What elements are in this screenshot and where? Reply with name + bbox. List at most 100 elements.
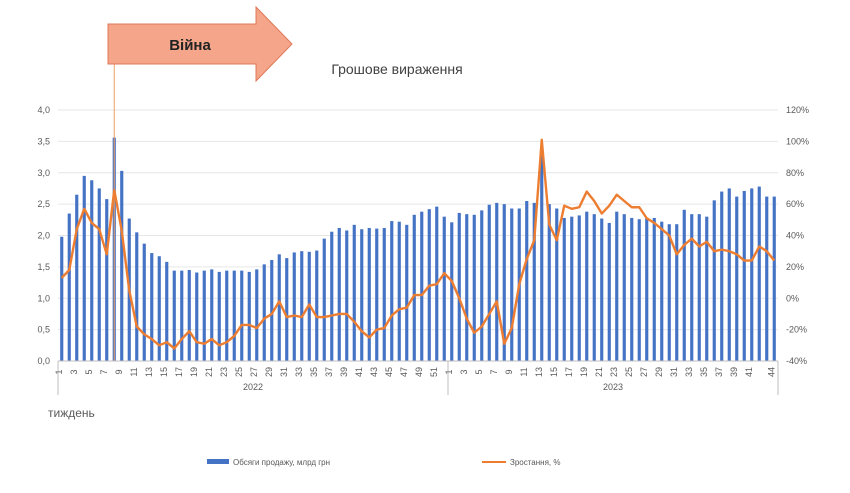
bar xyxy=(742,190,746,361)
x-tick-label: 19 xyxy=(189,367,199,377)
bar xyxy=(187,270,191,361)
x-tick-label: 43 xyxy=(369,367,379,377)
bar xyxy=(510,208,514,361)
bar xyxy=(577,215,581,361)
bar xyxy=(660,221,664,361)
bar xyxy=(652,217,656,361)
bar xyxy=(217,271,221,361)
bar xyxy=(97,188,101,361)
y-right-tick-label: -40% xyxy=(786,356,807,366)
bar xyxy=(525,200,529,361)
growth-line-series xyxy=(60,138,776,350)
y-right-tick-label: 100% xyxy=(786,136,809,146)
arrow-shape xyxy=(107,5,293,83)
bar xyxy=(67,213,71,361)
bar xyxy=(367,227,371,361)
bar xyxy=(210,269,214,361)
x-axis: 1 3 5 7 9 11 13 15 17 19 21 23 25 27 29 31 33 35 37 39 41 43 4… xyxy=(54,360,779,395)
bar xyxy=(405,224,409,361)
legend-bar-swatch xyxy=(207,459,229,464)
bar xyxy=(352,224,356,361)
y-right-tick-label: -20% xyxy=(786,325,807,335)
bar xyxy=(397,221,401,361)
arrow-label: Війна xyxy=(169,37,211,54)
x-tick-label: 11 xyxy=(129,367,139,376)
bar xyxy=(622,214,626,361)
x-tick-label: 29 xyxy=(654,367,664,377)
bar xyxy=(360,229,364,361)
bar xyxy=(345,230,349,361)
x-tick-label: 39 xyxy=(729,367,739,377)
left-axis-labels: 0,0 0,5 1,0 1,5 2,0 2,5 3,0 3,5 4,0 xyxy=(37,105,50,366)
bar xyxy=(585,211,589,361)
bar xyxy=(675,224,679,361)
x-tick-label: 11 xyxy=(519,367,529,376)
x-tick-label: 5 xyxy=(84,369,94,374)
x-tick-label: 3 xyxy=(459,369,469,374)
bar xyxy=(502,204,506,362)
y-right-tick-label: 20% xyxy=(786,262,804,272)
y-left-tick-label: 1,5 xyxy=(37,262,50,272)
bar xyxy=(75,194,79,361)
bar xyxy=(90,180,94,361)
bar xyxy=(532,202,536,361)
bar xyxy=(540,153,544,361)
bar xyxy=(412,214,416,361)
bar xyxy=(172,270,176,361)
bar xyxy=(330,231,334,361)
bar xyxy=(720,191,724,361)
x-tick-label: 27 xyxy=(639,367,649,377)
bar xyxy=(120,170,124,361)
x-tick-label: 7 xyxy=(489,369,499,374)
bar xyxy=(322,238,326,361)
bar xyxy=(757,186,761,361)
x-tick-label: 35 xyxy=(309,367,319,377)
x-tick-label: 15 xyxy=(159,367,169,377)
bar xyxy=(480,210,484,361)
x-tick-label: 41 xyxy=(744,367,754,377)
legend-bar-label: Обсяги продажу, млрд грн xyxy=(233,458,330,467)
x-tick-label: 7 xyxy=(99,369,109,374)
y-left-tick-label: 1,0 xyxy=(37,293,50,303)
bar xyxy=(457,212,461,361)
bar xyxy=(487,204,491,361)
bar xyxy=(255,269,259,361)
bar xyxy=(232,270,236,361)
bar xyxy=(465,214,469,361)
y-left-tick-label: 2,0 xyxy=(37,231,50,241)
x-tick-label: 25 xyxy=(624,367,634,377)
bar xyxy=(337,227,341,361)
y-left-tick-label: 4,0 xyxy=(37,105,50,115)
x-tick-label: 45 xyxy=(384,367,394,377)
x-tick-label: 9 xyxy=(504,369,514,374)
bar xyxy=(645,217,649,361)
x-tick-label: 33 xyxy=(294,367,304,377)
bar xyxy=(705,216,709,361)
x-tick-label: 35 xyxy=(699,367,709,377)
bar xyxy=(607,222,611,361)
x-tick-label: 37 xyxy=(324,367,334,377)
y-left-tick-label: 3,5 xyxy=(37,136,50,146)
bar xyxy=(180,270,184,361)
y-left-tick-label: 2,5 xyxy=(37,199,50,209)
bar xyxy=(300,251,304,361)
x-axis-title: тиждень xyxy=(48,406,95,420)
bar xyxy=(750,188,754,361)
bar xyxy=(562,217,566,361)
x-tick-label: 51 xyxy=(429,367,439,377)
x-tick-label: 21 xyxy=(594,367,604,377)
x-tick-label: 29 xyxy=(264,367,274,377)
year-label: 2023 xyxy=(603,382,623,392)
y-right-tick-label: 60% xyxy=(786,199,804,209)
bar xyxy=(195,272,199,361)
x-tick-label: 15 xyxy=(549,367,559,377)
bar xyxy=(105,199,109,361)
x-tick-label: 27 xyxy=(249,367,259,377)
bar xyxy=(292,252,296,361)
bar xyxy=(142,243,146,361)
bar xyxy=(382,227,386,361)
bar xyxy=(690,214,694,361)
x-tick-label: 39 xyxy=(339,367,349,377)
bar xyxy=(375,228,379,361)
